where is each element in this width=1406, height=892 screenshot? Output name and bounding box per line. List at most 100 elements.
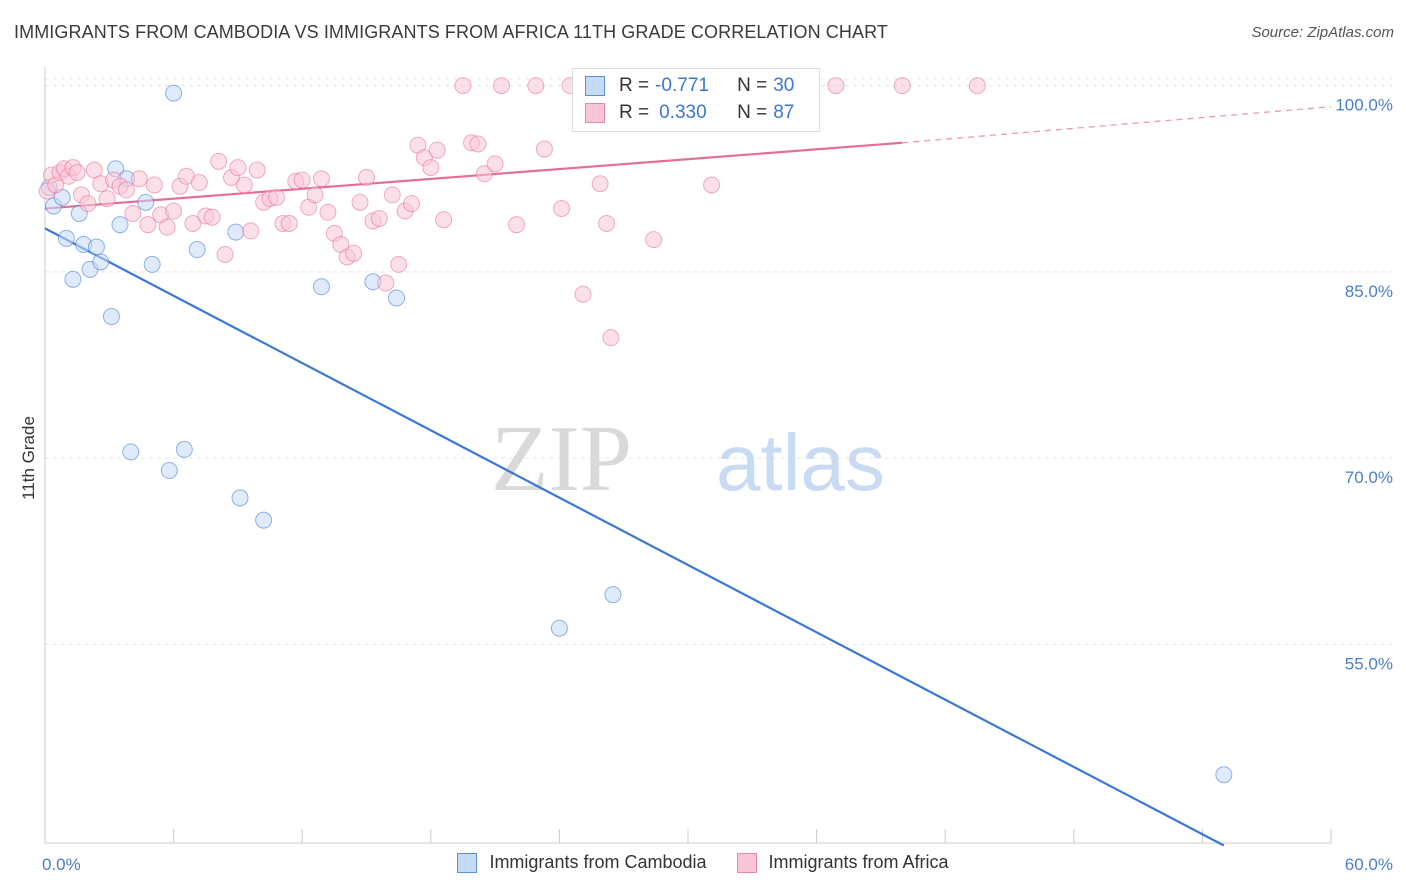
data-point	[64, 270, 82, 288]
legend-n-label: N =	[737, 75, 768, 96]
data-point	[574, 285, 592, 303]
data-point	[229, 159, 247, 177]
data-point	[98, 190, 116, 208]
legend-r-value: -0.771	[655, 75, 709, 96]
watermark-zip: ZIP	[491, 407, 632, 511]
data-point	[145, 176, 163, 194]
data-point	[137, 193, 155, 211]
x-tick-label: 0.0%	[42, 855, 81, 874]
legend-n-label: N =	[737, 102, 768, 123]
y-tick-label: 100.0%	[1335, 96, 1393, 115]
data-point	[383, 186, 401, 204]
data-point	[68, 164, 86, 182]
data-point	[111, 216, 129, 234]
legend-r-label: R =	[619, 75, 650, 96]
y-tick-label: 85.0%	[1345, 282, 1393, 301]
data-point	[550, 619, 568, 637]
data-point	[968, 77, 986, 95]
grid-lines	[45, 78, 1392, 645]
y-tick-label: 55.0%	[1345, 654, 1393, 673]
series-cambodia	[40, 84, 1233, 784]
data-point	[435, 211, 453, 229]
source-label: Source: ZipAtlas.com	[1251, 24, 1394, 41]
data-point	[175, 440, 193, 458]
data-point	[293, 171, 311, 189]
data-point	[188, 241, 206, 259]
bottom-legend-swatch-cambodia	[457, 852, 478, 873]
chart-title: IMMIGRANTS FROM CAMBODIA VS IMMIGRANTS F…	[14, 22, 888, 42]
data-point	[312, 278, 330, 296]
data-point	[165, 84, 183, 102]
data-point	[527, 77, 545, 95]
data-point	[312, 170, 330, 188]
data-point	[210, 152, 228, 170]
data-point	[553, 200, 571, 218]
data-point	[242, 222, 260, 240]
trend-line	[44, 227, 1225, 847]
bottom-legend-cambodia: Immigrants from Cambodia	[457, 852, 707, 873]
x-tick-label: 60.0%	[1345, 855, 1393, 874]
legend-n-value: 87	[773, 102, 795, 123]
data-point	[827, 77, 845, 95]
bottom-legend-label-africa: Immigrants from Africa	[768, 852, 949, 872]
data-point	[1215, 766, 1233, 784]
data-points	[38, 77, 1233, 784]
series-africa	[38, 77, 986, 347]
data-point	[130, 170, 148, 188]
data-point	[486, 155, 504, 173]
stats-legend: R = -0.771 N = 30 R = 0.330 N = 87	[572, 68, 820, 132]
data-point	[351, 193, 369, 211]
legend-swatch-africa	[585, 103, 605, 123]
axis-labels: 55.0% 70.0% 85.0% 100.0% 0.0% 60.0% 11th Grade	[19, 96, 1393, 874]
legend-r-value: 0.330	[659, 102, 707, 123]
legend-r-label: R =	[619, 102, 650, 123]
data-point	[117, 181, 135, 199]
data-point	[203, 208, 221, 226]
data-point	[475, 165, 493, 183]
legend-row-africa: R = 0.330 N = 87	[585, 100, 794, 126]
data-point	[248, 161, 266, 179]
legend-swatch-cambodia	[585, 76, 605, 96]
bottom-legend-swatch-africa	[736, 852, 757, 873]
data-point	[122, 443, 140, 461]
data-point	[139, 216, 157, 234]
data-point	[893, 77, 911, 95]
watermark-atlas: atlas	[716, 418, 885, 507]
data-point	[280, 214, 298, 232]
data-point	[92, 253, 110, 271]
data-point	[227, 223, 245, 241]
data-point	[319, 203, 337, 221]
data-point	[645, 231, 663, 249]
legend-row-cambodia: R = -0.771 N = 30	[585, 73, 794, 99]
trend-lines	[44, 106, 1332, 847]
data-point	[428, 141, 446, 159]
data-point	[493, 77, 511, 95]
data-point	[216, 245, 234, 263]
data-point	[231, 489, 249, 507]
data-point	[377, 274, 395, 292]
trend-line-extension	[902, 106, 1332, 144]
data-point	[190, 173, 208, 191]
data-point	[87, 238, 105, 256]
data-point	[79, 195, 97, 213]
data-point	[165, 202, 183, 220]
data-point	[124, 205, 142, 223]
watermark: ZIP atlas	[491, 407, 885, 511]
bottom-legend-label-cambodia: Immigrants from Cambodia	[489, 852, 707, 872]
data-point	[422, 159, 440, 177]
data-point	[85, 161, 103, 179]
data-point	[703, 176, 721, 194]
data-point	[102, 308, 120, 326]
legend-n-value: 30	[773, 75, 795, 96]
data-point	[508, 216, 526, 234]
data-point	[345, 244, 363, 262]
data-point	[454, 77, 472, 95]
data-point	[469, 135, 487, 153]
data-point	[160, 462, 178, 480]
data-point	[255, 511, 273, 529]
y-axis-title: 11th Grade	[19, 416, 38, 500]
y-tick-label: 70.0%	[1345, 468, 1393, 487]
data-point	[602, 329, 620, 347]
data-point	[235, 176, 253, 194]
